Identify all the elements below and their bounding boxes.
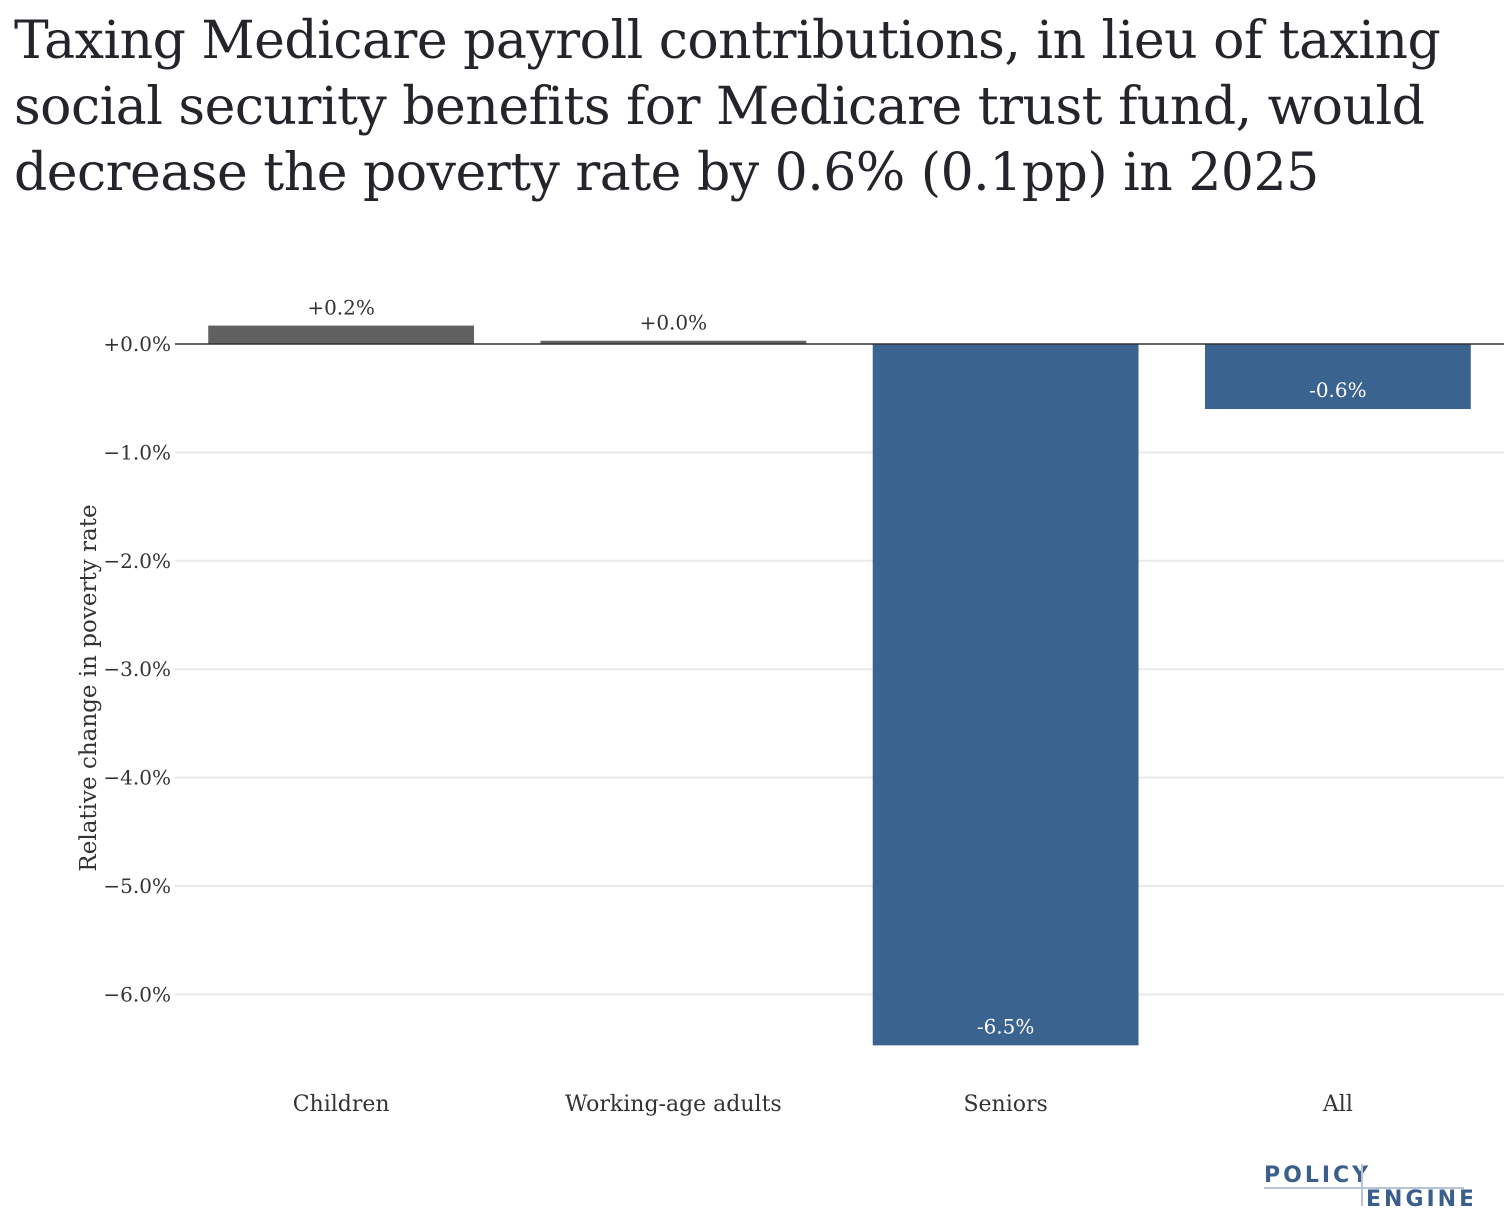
y-tick-label: −1.0% bbox=[103, 440, 171, 464]
y-tick-label: −4.0% bbox=[103, 766, 171, 790]
grid-lines bbox=[175, 451, 1504, 996]
y-tick-label: −2.0% bbox=[103, 549, 171, 573]
y-tick-label: +0.0% bbox=[103, 332, 171, 356]
y-tick-label: −3.0% bbox=[103, 657, 171, 681]
data-labels: +0.2% +0.0% -6.5% -0.6% bbox=[307, 296, 1366, 1039]
bar-chart: +0.0% −1.0% −2.0% −3.0% −4.0% −5.0% −6.0% Chil… bbox=[76, 296, 1504, 1117]
y-axis-ticks: +0.0% −1.0% −2.0% −3.0% −4.0% −5.0% −6.0% bbox=[103, 332, 171, 1006]
x-axis-categories: Children Working-age adults Seniors All bbox=[293, 1092, 1353, 1117]
data-label: -0.6% bbox=[1309, 378, 1367, 402]
y-axis-title: Relative change in poverty rate bbox=[76, 504, 102, 871]
policyengine-logo: POLICY ENGINE bbox=[1264, 1163, 1472, 1210]
bar-seniors bbox=[872, 344, 1139, 1046]
y-tick-label: −6.0% bbox=[103, 982, 171, 1006]
x-category-label: Working-age adults bbox=[565, 1092, 782, 1117]
data-label: -6.5% bbox=[977, 1014, 1035, 1038]
bar-working-age-adults bbox=[540, 340, 807, 344]
data-label: +0.0% bbox=[640, 311, 708, 335]
bar-all bbox=[1204, 344, 1471, 410]
data-label: +0.2% bbox=[307, 296, 375, 320]
logo-text-policy: POLICY bbox=[1264, 1163, 1371, 1188]
logo-text-engine: ENGINE bbox=[1366, 1187, 1472, 1210]
bars bbox=[208, 325, 1471, 1046]
x-category-label: Seniors bbox=[963, 1092, 1047, 1117]
chart-title: Taxing Medicare payroll contributions, i… bbox=[14, 11, 1441, 203]
y-tick-label: −5.0% bbox=[103, 874, 171, 898]
x-category-label: Children bbox=[293, 1092, 390, 1117]
x-category-label: All bbox=[1322, 1092, 1353, 1117]
bar-children bbox=[208, 325, 475, 344]
